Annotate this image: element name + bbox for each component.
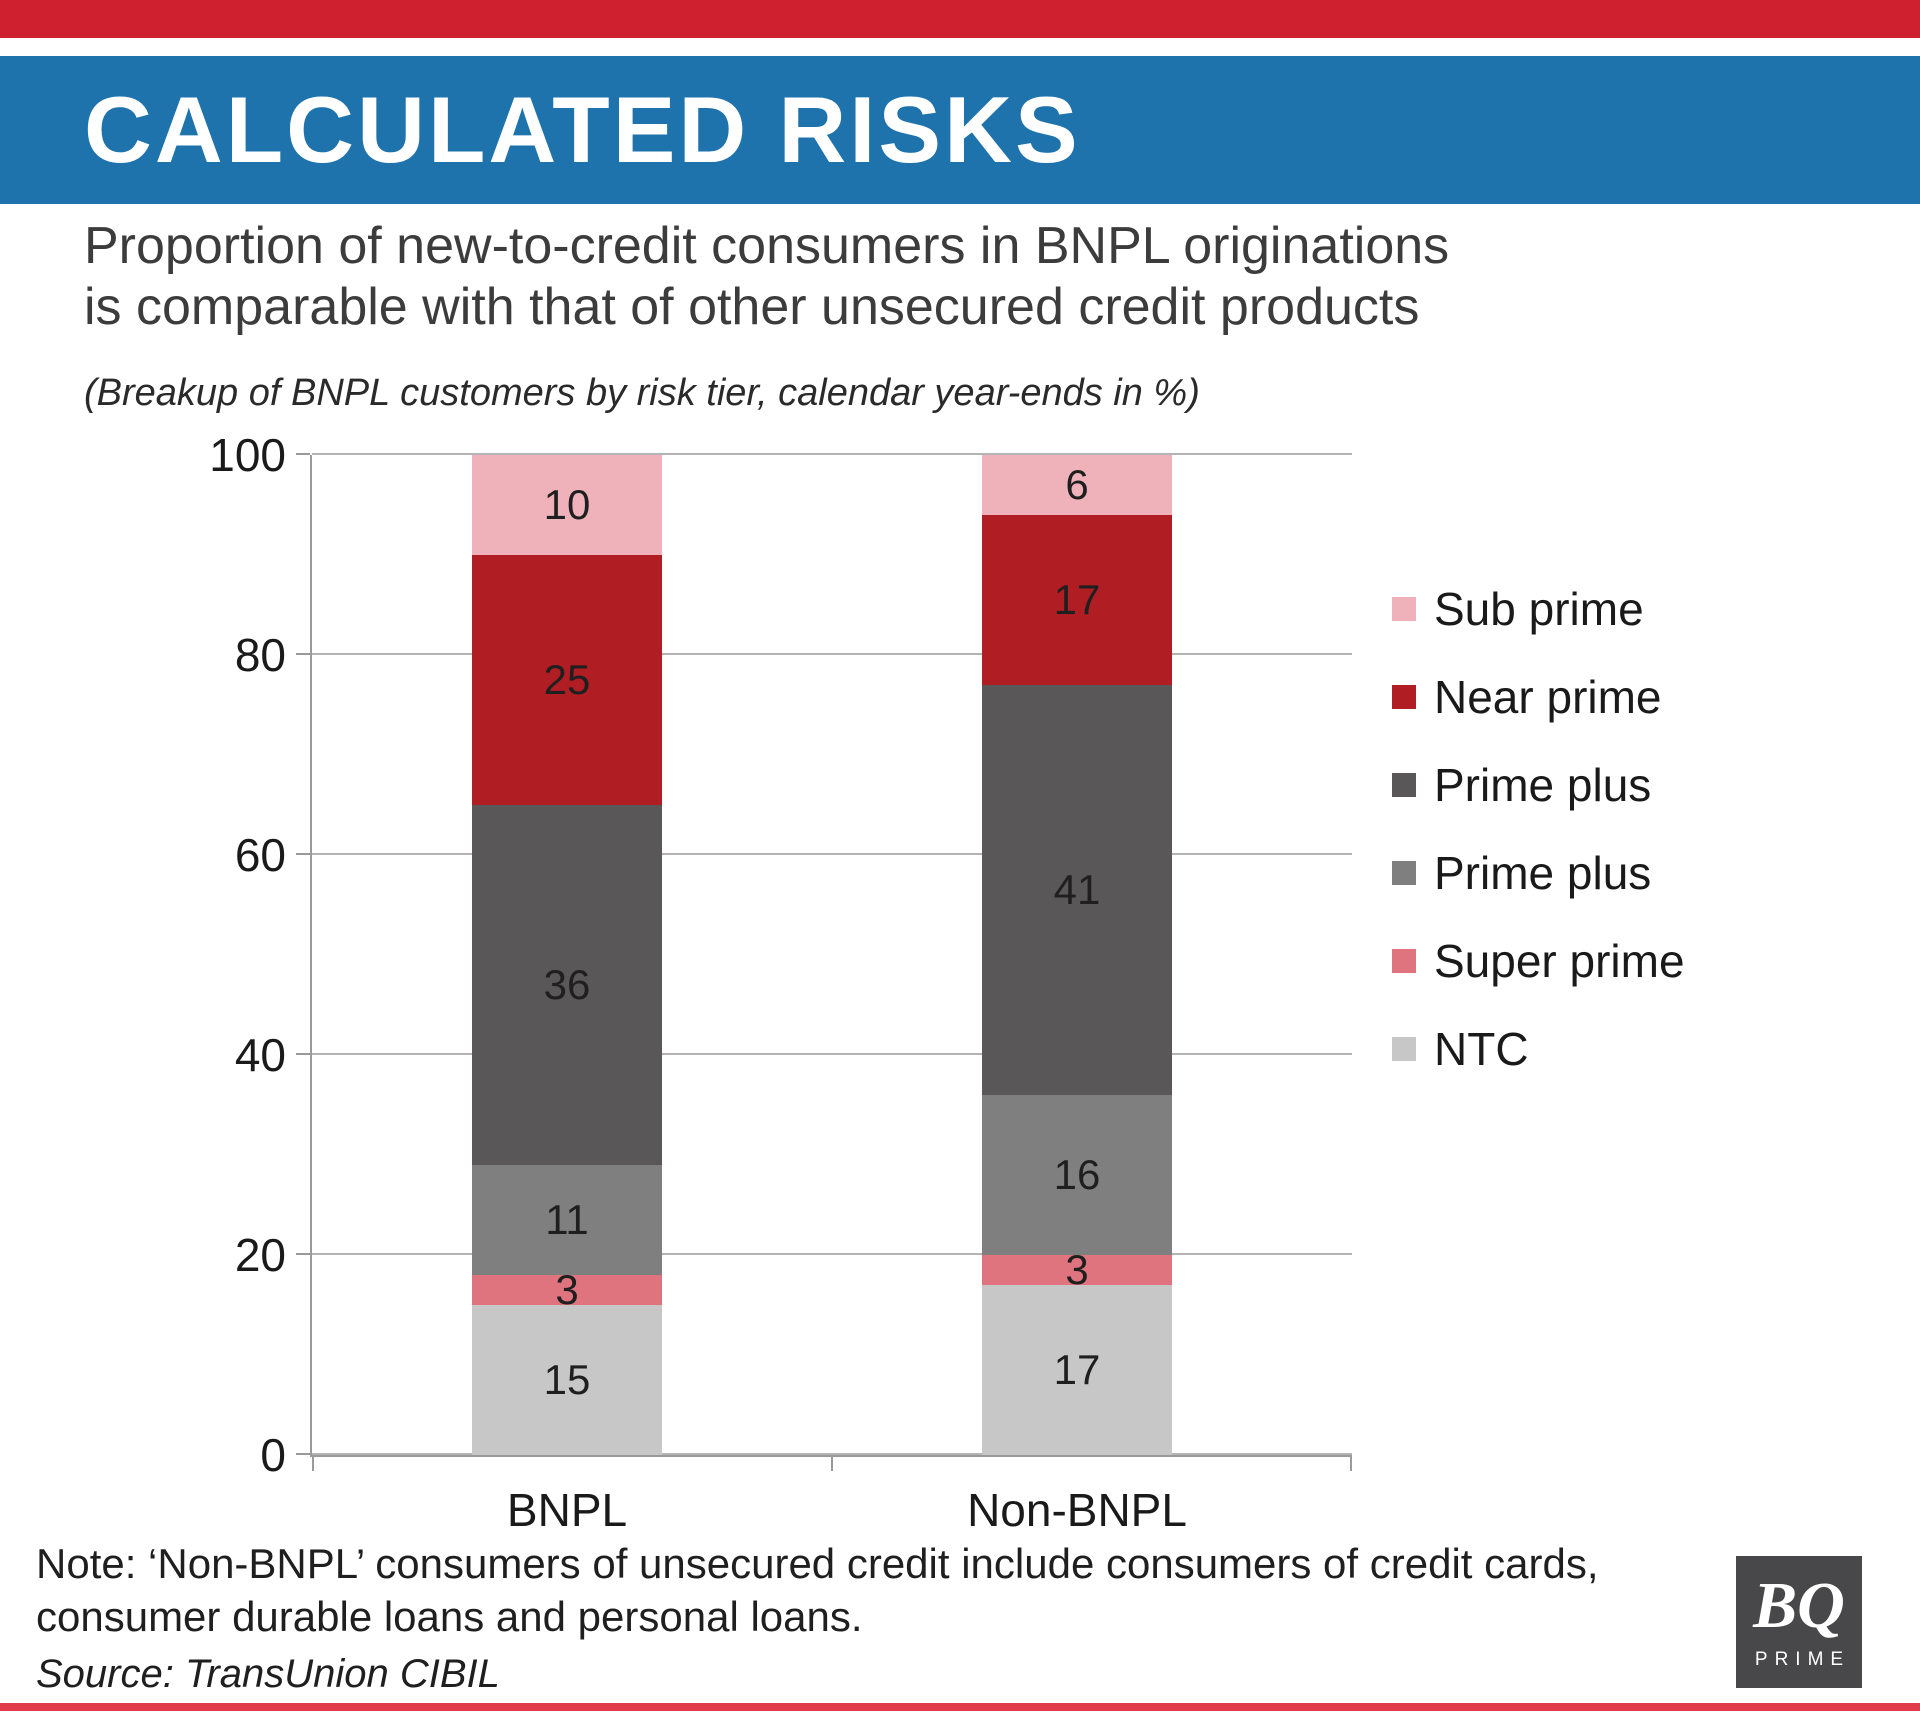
x-axis-tick [1350, 1457, 1352, 1471]
legend-swatch [1392, 861, 1416, 885]
segment-value-label: 17 [1053, 1346, 1101, 1393]
gridline [312, 1253, 1352, 1255]
segment-value-label: 17 [1053, 576, 1101, 623]
segment-value-label: 16 [1053, 1151, 1101, 1198]
y-axis-tick [296, 1253, 310, 1255]
y-axis-tick [296, 653, 310, 655]
bar-segment: 3 [982, 1249, 1172, 1291]
x-axis-label: BNPL [506, 1484, 628, 1536]
legend-label: Prime plus [1434, 759, 1652, 811]
plot-area: 0 20 40 60 80 100 15 3 11 36 25 10 17 3 16 41 17 6 BNPL N… [209, 429, 1352, 1536]
subtitle-line-1: Proportion of new-to-credit consumers in… [84, 217, 1450, 275]
bar-segment: 6 [982, 455, 1172, 515]
bar-segment: 10 [472, 455, 662, 555]
footnote-line-2: consumer durable loans and personal loan… [36, 1592, 863, 1640]
legend-label: Near prime [1434, 671, 1662, 723]
legend-item: Prime plus [1392, 846, 1685, 900]
x-axis-tick [312, 1457, 314, 1471]
y-axis-tick [296, 1453, 310, 1455]
y-axis-tick [296, 453, 310, 455]
source: Source: TransUnion CIBIL [36, 1652, 500, 1696]
legend-item: Near prime [1392, 670, 1685, 724]
legend-item: Super prime [1392, 934, 1685, 988]
bottom-accent-line [0, 1703, 1920, 1711]
gridline [312, 453, 1352, 455]
logo-prime-text: PRIME [1754, 1649, 1851, 1670]
bar-segment: 3 [472, 1269, 662, 1311]
y-axis-tick [296, 1053, 310, 1055]
legend-label: Prime plus [1434, 847, 1652, 899]
y-axis-label: 60 [234, 829, 286, 881]
bar-segment: 36 [472, 805, 662, 1165]
subtitle-line-2: is comparable with that of other unsecur… [84, 277, 1420, 336]
legend: Sub prime Near prime Prime plus Prime plus S… [1392, 582, 1685, 1110]
segment-value-label: 3 [1065, 1246, 1089, 1293]
x-axis-label: Non-BNPL [967, 1484, 1187, 1536]
chart-caption: (Breakup of BNPL customers by risk tier,… [84, 372, 1200, 414]
bar-segment: 25 [472, 555, 662, 805]
stacked-bar-bnpl: 15 3 11 36 25 10 [472, 455, 662, 1455]
legend-item: NTC [1392, 1022, 1685, 1076]
bar-segment: 11 [472, 1165, 662, 1275]
legend-item: Sub prime [1392, 582, 1685, 636]
page-title: CALCULATED RISKS [84, 77, 1081, 182]
x-axis-tick [831, 1457, 833, 1471]
legend-swatch [1392, 949, 1416, 973]
segment-value-label: 15 [543, 1356, 591, 1403]
segment-value-label: 11 [545, 1196, 589, 1243]
segment-value-label: 25 [543, 656, 591, 703]
bq-prime-logo: BQ PRIME [1736, 1556, 1862, 1688]
y-axis-label: 80 [234, 629, 286, 681]
legend-label: NTC [1434, 1023, 1529, 1075]
legend-swatch [1392, 773, 1416, 797]
bar-segment: 17 [982, 515, 1172, 685]
footnote-line-1: Note: ‘Non-BNPL’ consumers of unsecured … [36, 1540, 1599, 1587]
legend-swatch [1392, 1037, 1416, 1061]
footnote: Note: ‘Non-BNPL’ consumers of unsecured … [36, 1538, 1599, 1643]
subtitle: Proportion of new-to-credit consumers in… [84, 216, 1449, 338]
segment-value-label: 10 [543, 481, 591, 528]
bar-segment: 16 [982, 1095, 1172, 1255]
stacked-bar-non-bnpl: 17 3 16 41 17 6 [982, 455, 1172, 1455]
legend-swatch [1392, 685, 1416, 709]
title-band: CALCULATED RISKS [0, 56, 1920, 204]
segment-value-label: 3 [555, 1266, 579, 1313]
y-axis-tick [296, 853, 310, 855]
bar-segment: 15 [472, 1305, 662, 1455]
gridline [312, 1453, 1352, 1455]
legend-label: Super prime [1434, 935, 1685, 987]
logo-bq-text: BQ [1753, 1569, 1845, 1642]
segment-value-label: 41 [1053, 866, 1101, 913]
legend-item: Prime plus [1392, 758, 1685, 812]
y-axis-label: 0 [260, 1429, 286, 1481]
gridline [312, 653, 1352, 655]
gridline [312, 1053, 1352, 1055]
segment-value-label: 6 [1065, 461, 1089, 508]
legend-label: Sub prime [1434, 583, 1644, 635]
legend-swatch [1392, 597, 1416, 621]
bar-segment: 41 [982, 685, 1172, 1095]
bar-segment: 17 [982, 1285, 1172, 1455]
segment-value-label: 36 [543, 961, 591, 1008]
y-axis-label: 40 [234, 1029, 286, 1081]
y-axis-label: 100 [209, 429, 286, 481]
y-axis-label: 20 [234, 1229, 286, 1281]
top-accent-bar [0, 0, 1920, 38]
gridline [312, 853, 1352, 855]
